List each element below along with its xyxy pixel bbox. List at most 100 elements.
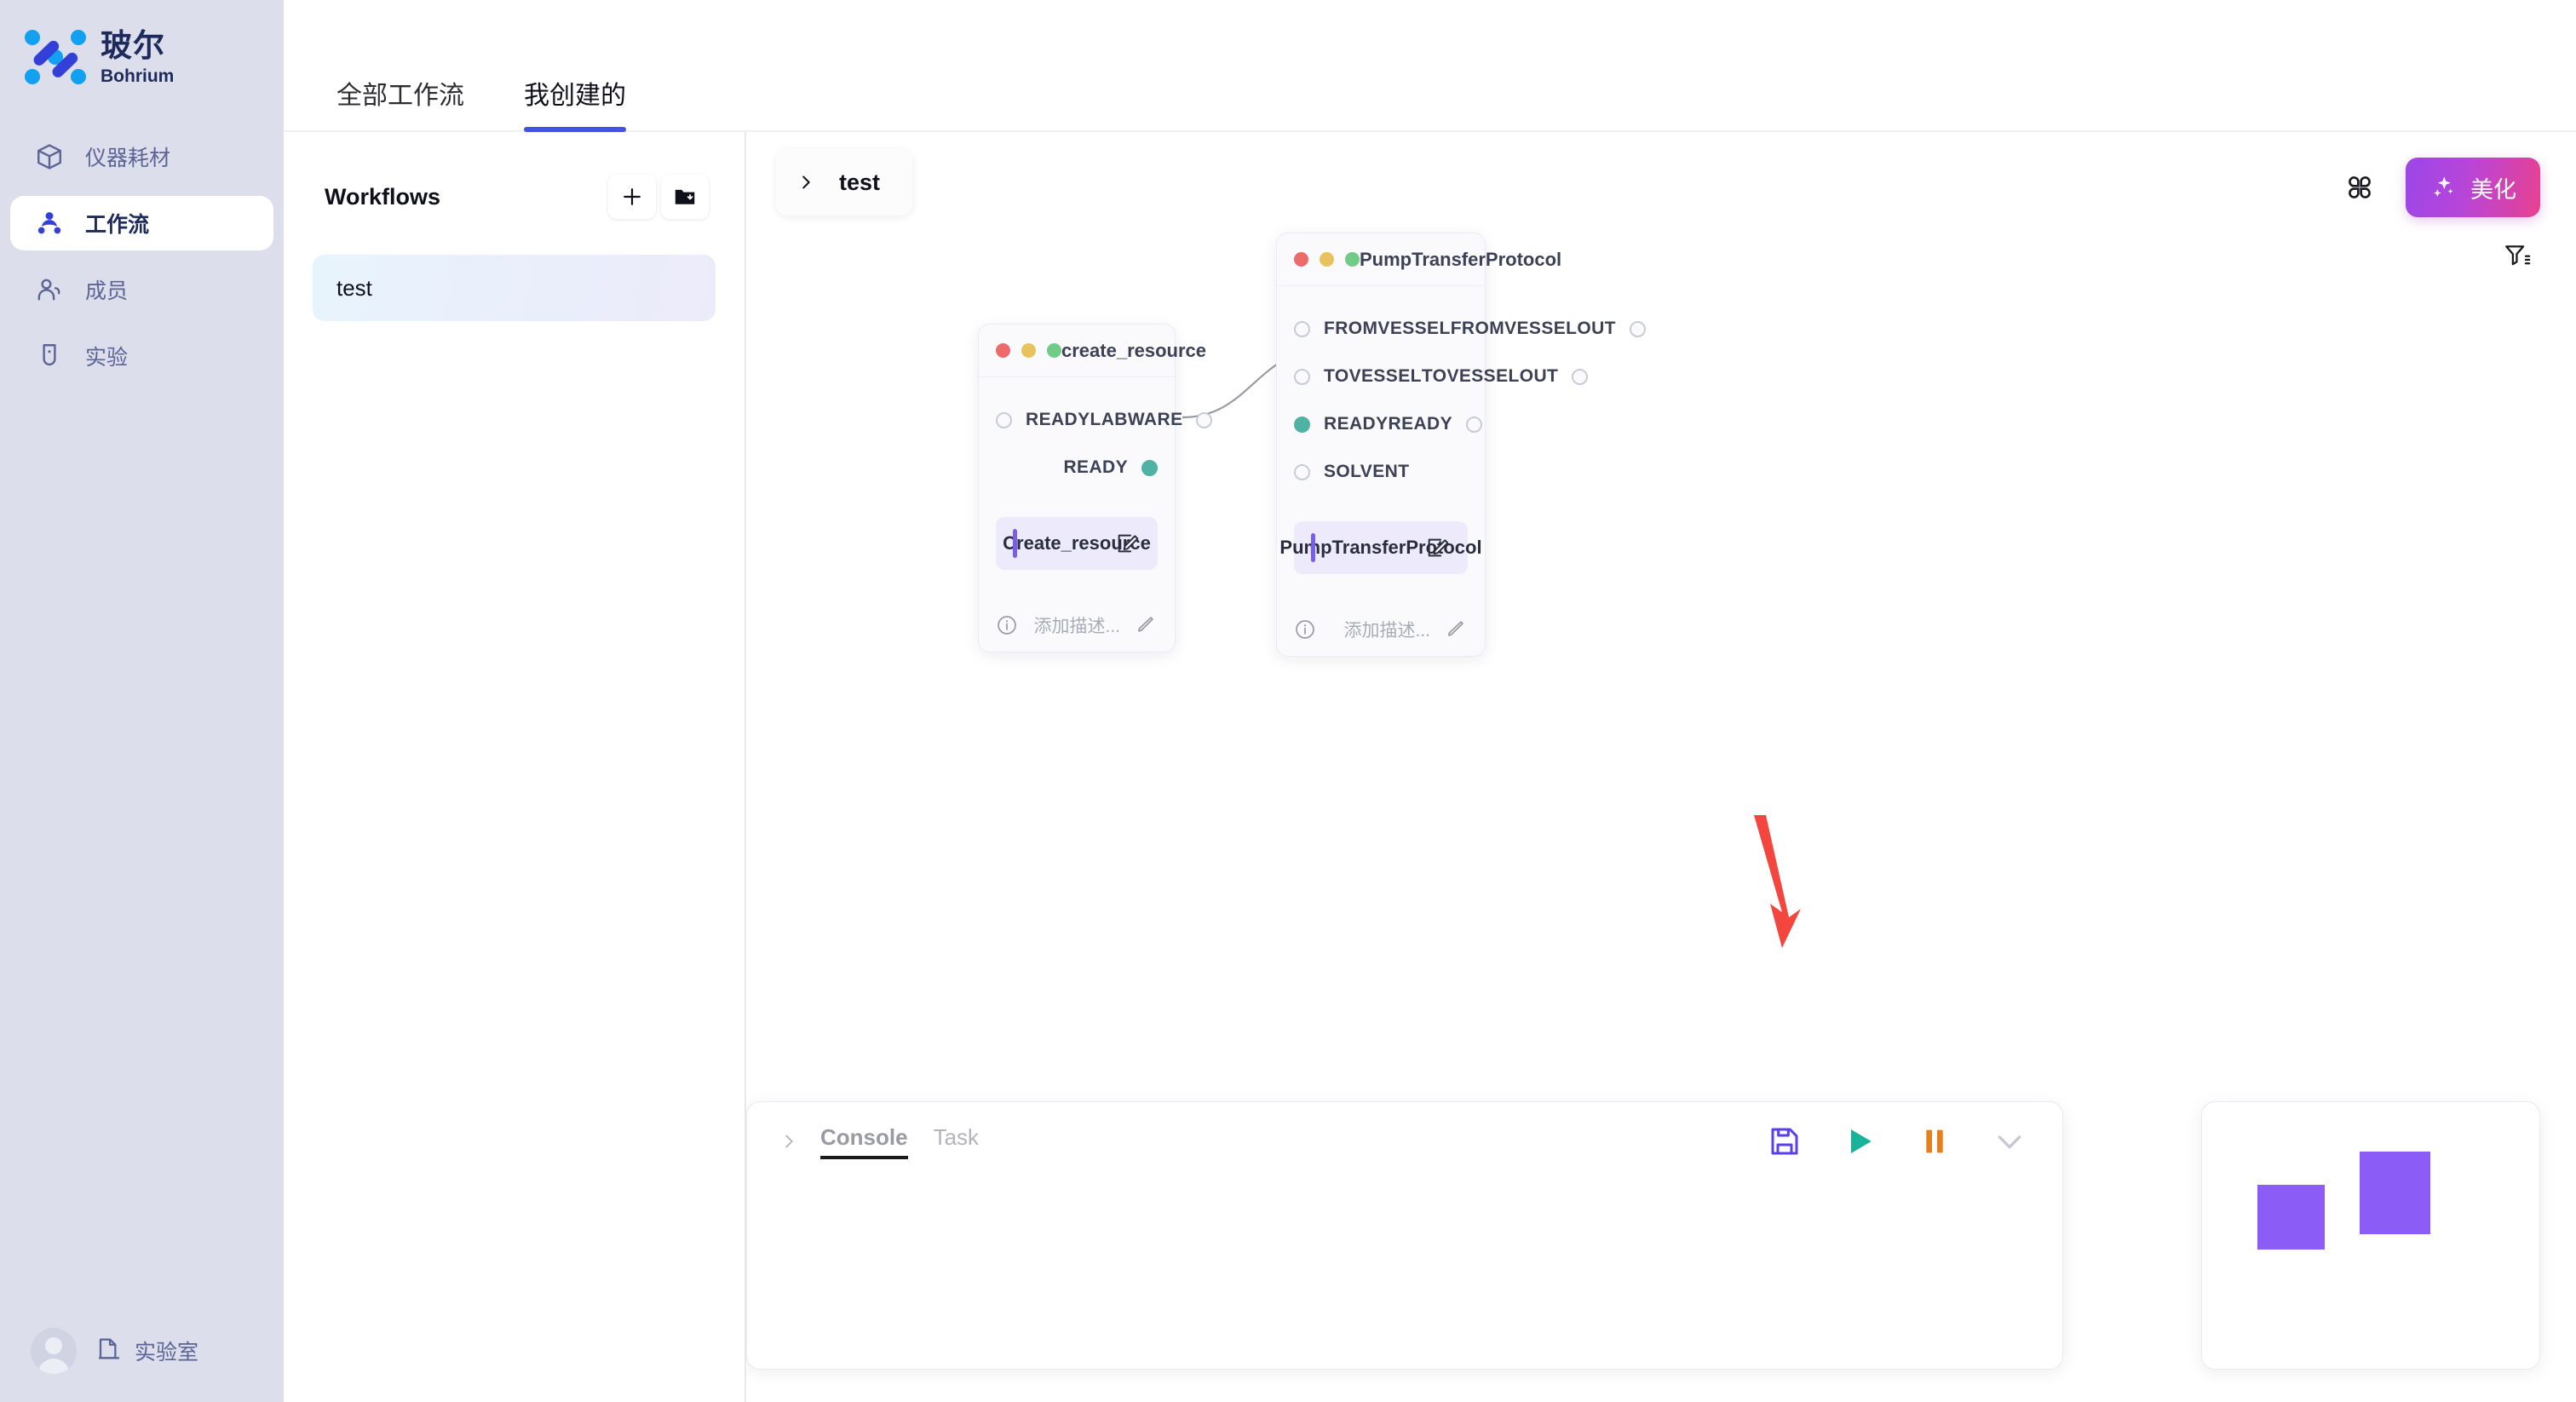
node-action-chip[interactable]: Create_resource	[996, 517, 1158, 570]
output-port-ready[interactable]: READY	[1063, 457, 1158, 478]
port-row: READY	[979, 444, 1175, 491]
port-label: LABWARE	[1090, 410, 1183, 429]
box-icon	[34, 141, 65, 172]
minimap-panel[interactable]	[2201, 1101, 2540, 1370]
node-footer: 添加描述...	[979, 599, 1175, 652]
building-icon	[95, 1335, 123, 1368]
tab-task[interactable]: Task	[933, 1123, 980, 1150]
edit-square-icon[interactable]	[1115, 531, 1139, 555]
test-tube-icon	[34, 341, 65, 371]
workflows-title: Workflows	[325, 183, 441, 210]
top-tabs: 全部工作流 我创建的	[284, 0, 2576, 132]
info-circle-icon[interactable]	[1294, 618, 1316, 641]
port-handle-icon[interactable]	[1572, 368, 1589, 385]
node-description-field[interactable]: 添加描述...	[1343, 617, 1466, 642]
grid-apps-icon[interactable]	[2343, 170, 2377, 204]
sidebar-item-experiment[interactable]: 实验	[10, 329, 273, 383]
bohrium-logo-icon	[24, 29, 87, 85]
plus-icon	[624, 188, 641, 205]
console-panel: Console Task	[746, 1101, 2063, 1370]
port-row: READY READY	[1277, 400, 1485, 448]
port-handle-icon[interactable]	[1294, 416, 1310, 433]
save-button[interactable]	[1768, 1124, 1802, 1158]
port-handle-icon[interactable]	[996, 411, 1012, 428]
tab-my-created[interactable]: 我创建的	[524, 74, 626, 132]
node-header[interactable]: create_resource	[979, 325, 1206, 377]
output-port-labware[interactable]: LABWARE	[1090, 410, 1213, 430]
input-port-solvent[interactable]: SOLVENT	[1294, 462, 1409, 482]
console-tabs: Console Task	[820, 1124, 979, 1159]
node-header[interactable]: PumpTransferProtocol	[1277, 233, 1561, 286]
sidebar-item-label: 仪器耗材	[85, 147, 171, 170]
node-pump-transfer-protocol[interactable]: PumpTransferProtocol FROMVESSEL FROMVESS…	[1276, 233, 1646, 657]
output-port-ready[interactable]: READY	[1389, 414, 1483, 434]
port-handle-icon[interactable]	[1629, 320, 1646, 337]
chevron-right-icon[interactable]	[779, 1132, 798, 1151]
pause-button[interactable]	[1918, 1124, 1952, 1158]
pencil-icon	[1447, 621, 1463, 636]
input-port-ready[interactable]: READY	[1294, 414, 1389, 434]
port-handle-icon[interactable]	[1196, 411, 1213, 428]
beautify-label: 美化	[2470, 176, 2516, 203]
node-create-resource[interactable]: create_resource READY LABWARE	[978, 324, 1213, 652]
lab-switcher[interactable]: 实验室	[95, 1335, 198, 1368]
brand-name-cn: 玻尔	[101, 27, 165, 63]
workflows-panel: Workflows test	[284, 132, 746, 1402]
sidebar-item-members[interactable]: 成员	[10, 262, 273, 317]
brand[interactable]: 玻尔 Bohrium	[0, 0, 284, 85]
beautify-button[interactable]: 美化	[2406, 158, 2540, 217]
port-label: READY	[1026, 410, 1090, 429]
run-button[interactable]	[1843, 1124, 1877, 1158]
sidebar-item-workflow[interactable]: 工作流	[10, 196, 273, 250]
port-handle-icon[interactable]	[1466, 416, 1483, 433]
output-port-fromvesselout[interactable]: FROMVESSELOUT	[1451, 319, 1646, 339]
node-description-field[interactable]: 添加描述...	[1033, 612, 1156, 638]
sidebar: 玻尔 Bohrium 仪器耗材 工	[0, 0, 284, 1402]
lab-label: 实验室	[135, 1341, 199, 1365]
edit-square-icon[interactable]	[1425, 536, 1449, 560]
breadcrumb[interactable]: test	[776, 149, 912, 215]
chip-accent-bar	[1311, 533, 1315, 562]
input-port-ready[interactable]: READY	[996, 410, 1090, 430]
tab-console[interactable]: Console	[820, 1124, 908, 1159]
canvas-toolbar: 美化	[2343, 158, 2540, 217]
filter-icon[interactable]	[2503, 241, 2532, 270]
port-handle-icon[interactable]	[1294, 368, 1310, 385]
port-label: SOLVENT	[1324, 462, 1410, 481]
brand-name-en: Bohrium	[101, 66, 175, 86]
sidebar-item-label: 工作流	[85, 213, 150, 237]
port-handle-icon[interactable]	[1294, 463, 1310, 480]
port-row: SOLVENT	[1277, 448, 1485, 496]
folder-download-icon	[675, 189, 695, 204]
console-header: Console Task	[747, 1102, 2062, 1181]
port-handle-icon[interactable]	[1141, 459, 1158, 476]
console-actions	[1768, 1124, 2027, 1158]
workflow-list-item[interactable]: test	[313, 255, 716, 321]
node-action-chip[interactable]: PumpTransferProtocol	[1279, 521, 1482, 574]
breadcrumb-label: test	[839, 169, 881, 195]
input-port-tovessel[interactable]: TOVESSEL	[1294, 366, 1422, 387]
port-row: READY LABWARE	[979, 396, 1213, 444]
port-label: READY	[1324, 414, 1389, 434]
workflow-cluster-icon	[34, 208, 65, 238]
brand-text: 玻尔 Bohrium	[101, 30, 174, 85]
chevron-down-icon	[1998, 1135, 2021, 1149]
collapse-button[interactable]	[1992, 1124, 2027, 1158]
port-row: TOVESSEL TOVESSELOUT	[1277, 353, 1589, 400]
main-area: 全部工作流 我创建的 Workflows	[284, 0, 2576, 1402]
description-placeholder: 添加描述...	[1343, 621, 1430, 641]
chip-accent-bar	[1013, 529, 1017, 558]
sidebar-item-instruments[interactable]: 仪器耗材	[10, 129, 273, 184]
import-workflow-button[interactable]	[661, 175, 709, 219]
output-port-tovesselout[interactable]: TOVESSELOUT	[1422, 366, 1589, 387]
info-circle-icon[interactable]	[996, 614, 1018, 636]
tab-all-workflows[interactable]: 全部工作流	[336, 82, 464, 110]
workflow-canvas[interactable]: test	[746, 132, 2576, 1402]
input-port-fromvessel[interactable]: FROMVESSEL	[1294, 319, 1451, 339]
sparkle-icon	[2429, 174, 2457, 201]
port-handle-icon[interactable]	[1294, 320, 1310, 337]
add-workflow-button[interactable]	[608, 175, 656, 219]
minimap-node	[2360, 1152, 2430, 1234]
user-avatar-icon[interactable]	[31, 1328, 77, 1374]
port-label: FROMVESSELOUT	[1450, 319, 1616, 338]
